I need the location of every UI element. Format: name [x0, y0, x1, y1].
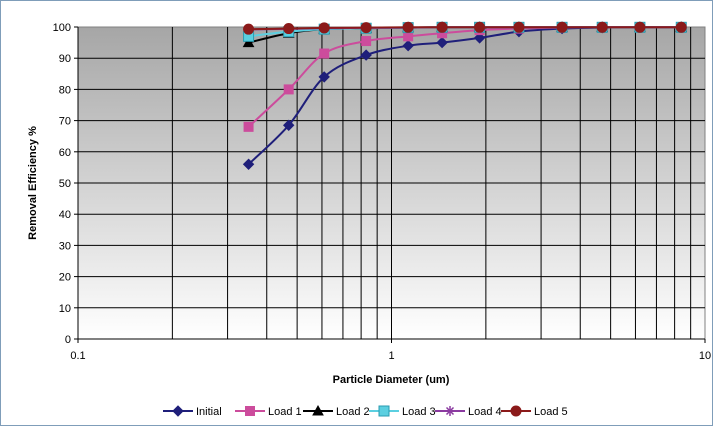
legend-item: Load 3	[369, 405, 436, 418]
y-tick-label: 20	[59, 272, 71, 284]
axes: 0 10 20 30 40 50 60 70 80 90 100 0.1 1 10	[53, 22, 711, 362]
data-point	[403, 31, 414, 42]
x-tick-label: 0.1	[70, 350, 85, 362]
data-point	[318, 22, 330, 34]
legend-item: Load 2	[303, 404, 370, 418]
legend-label: Load 3	[402, 406, 436, 418]
legend-marker	[378, 405, 390, 417]
data-point	[243, 121, 254, 132]
data-point	[436, 21, 448, 33]
series-load-5	[243, 21, 687, 35]
y-tick-label: 90	[59, 53, 71, 65]
data-point	[361, 36, 372, 47]
legend-item: Load 4	[435, 406, 502, 418]
data-point	[596, 21, 608, 33]
y-tick-label: 70	[59, 116, 71, 128]
data-point	[319, 48, 330, 59]
y-tick-label: 0	[65, 334, 71, 346]
legend-label: Initial	[196, 406, 222, 418]
data-point	[282, 119, 295, 131]
data-point	[436, 36, 448, 49]
legend-label: Load 2	[336, 406, 370, 418]
legend-item: Load 5	[501, 405, 568, 418]
series-layer	[242, 21, 688, 170]
y-tick-label: 100	[53, 22, 71, 34]
legend-marker	[445, 406, 455, 416]
legend-label: Load 4	[468, 406, 502, 418]
y-tick-label: 30	[59, 240, 71, 252]
data-point	[513, 21, 525, 33]
data-point	[675, 21, 687, 33]
y-tick-label: 60	[59, 147, 71, 159]
data-point	[402, 40, 414, 52]
data-point	[556, 21, 568, 33]
data-point	[242, 36, 255, 48]
y-tick-label: 80	[59, 84, 71, 96]
x-axis-title: Particle Diameter (um)	[333, 374, 450, 386]
data-point	[360, 22, 372, 34]
data-point	[243, 23, 255, 35]
y-axis-title: Removal Efficiency %	[27, 126, 39, 240]
grid-lines	[78, 27, 705, 339]
data-point	[473, 32, 486, 44]
legend-item: Load 1	[235, 406, 302, 418]
data-point	[242, 158, 255, 170]
legend-item: Initial	[163, 405, 222, 418]
y-tick-label: 10	[59, 303, 71, 315]
legend-marker	[172, 405, 184, 417]
legend: Initial Load 1 Load 2 Load 3 Load 4 Load 5	[163, 404, 568, 418]
data-point	[360, 49, 372, 61]
legend-marker	[510, 405, 522, 417]
data-point	[283, 84, 294, 95]
data-point	[283, 23, 295, 35]
data-point	[474, 21, 486, 33]
legend-marker	[245, 406, 255, 416]
legend-marker	[312, 404, 324, 416]
x-tick-label: 1	[388, 350, 394, 362]
legend-label: Load 1	[268, 406, 302, 418]
data-point	[402, 21, 414, 33]
data-point	[634, 21, 646, 33]
legend-label: Load 5	[534, 406, 568, 418]
y-tick-label: 40	[59, 209, 71, 221]
y-tick-label: 50	[59, 178, 71, 190]
x-tick-label: 10	[699, 350, 711, 362]
data-point	[318, 71, 330, 83]
